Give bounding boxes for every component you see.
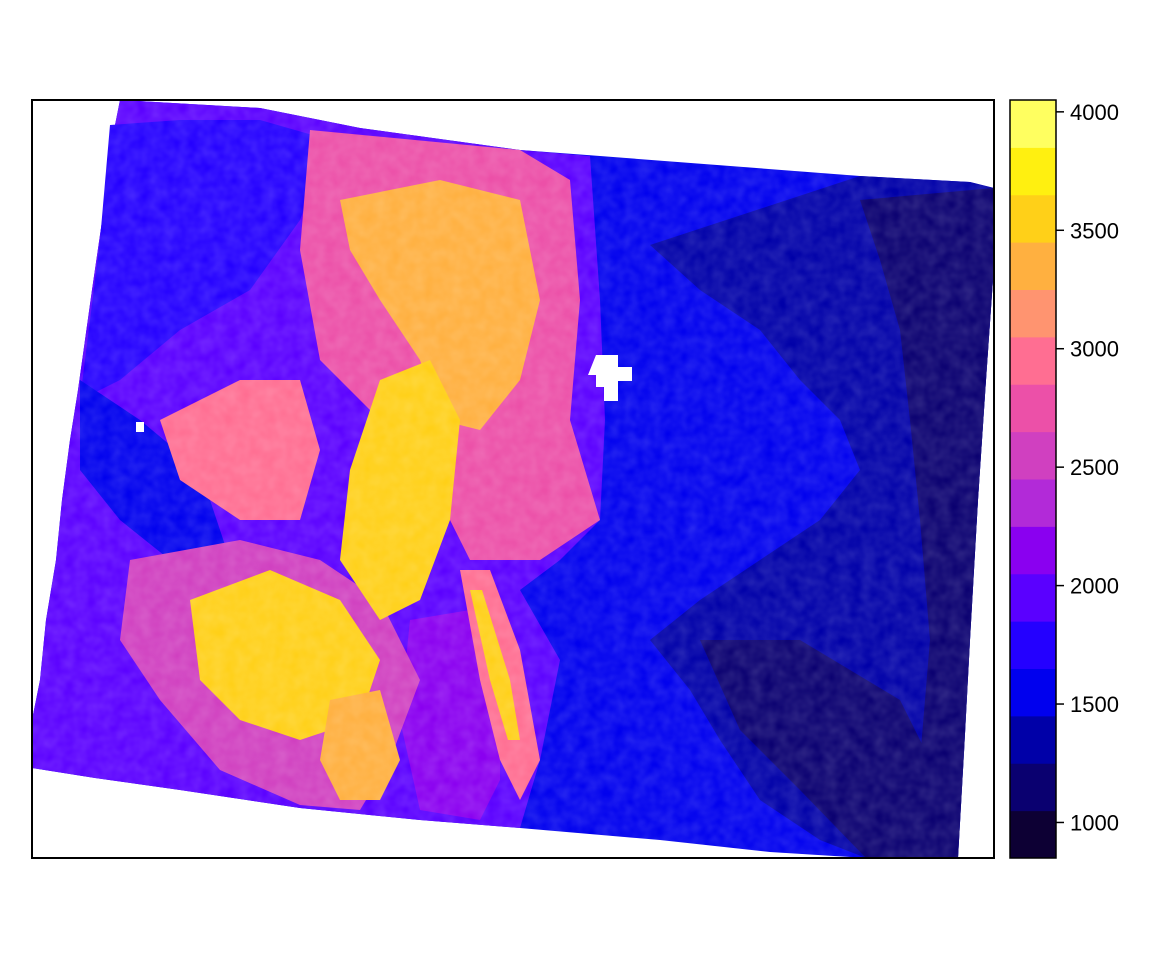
legend: 4000 3500 3000 2500 2000 1500 1000 [1009,99,1119,859]
legend-swatch [1010,479,1056,527]
legend-swatch [1010,431,1056,480]
legend-swatch [1010,242,1056,290]
legend-tick-label: 2000 [1070,574,1119,599]
legend-swatch [1010,573,1056,622]
legend-tick-label: 2500 [1070,455,1119,480]
legend-swatch [1010,147,1056,196]
legend-swatch [1010,194,1056,243]
legend-swatch [1010,289,1056,338]
legend-tick-label: 1500 [1070,692,1119,717]
legend-tick-label: 3500 [1070,218,1119,243]
legend-swatch [1010,336,1056,385]
legend-swatch [1010,668,1056,717]
nodata-hole-east [588,355,632,401]
plot-frame [31,99,995,859]
legend-swatch [1010,715,1056,764]
legend-tick-label: 4000 [1070,100,1119,125]
legend-swatch [1010,810,1056,859]
legend-swatch [1010,621,1056,669]
legend-tick-label: 1000 [1070,810,1119,835]
legend-swatch [1010,384,1056,433]
plot-area [32,100,994,858]
legend-swatch [1010,526,1056,575]
nodata-hole-west [136,422,144,432]
legend-frame [1009,99,1057,859]
terrain-texture [32,100,994,858]
legend-swatch [1010,100,1056,148]
legend-swatch [1010,763,1056,812]
legend-tick-label: 3000 [1070,337,1119,362]
